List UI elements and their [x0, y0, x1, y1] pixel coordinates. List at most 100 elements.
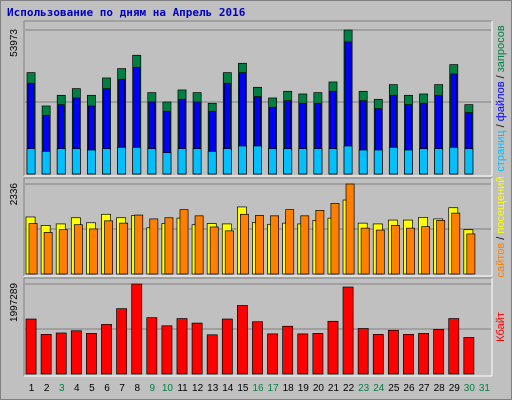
bar-kbytes: [312, 333, 324, 375]
bar-sites: [89, 228, 98, 275]
bar-kbytes: [282, 325, 294, 375]
x-tick-label: 26: [403, 383, 415, 394]
x-tick-label: 24: [373, 383, 385, 394]
bar-sites: [360, 227, 370, 275]
x-tick-label: 6: [104, 383, 110, 394]
x-tick-label: 17: [268, 383, 280, 394]
x-tick-label: 12: [192, 383, 204, 394]
bar-kbytes: [267, 333, 278, 375]
x-tick-label: 16: [252, 383, 264, 394]
bar-kbytes: [146, 317, 158, 375]
bar-pages: [298, 148, 308, 175]
x-tick-label: 30: [464, 383, 476, 394]
bar-kbytes: [403, 333, 414, 375]
bar-sites: [451, 212, 461, 275]
bar-pages: [132, 146, 142, 175]
y-max-label: 2336: [9, 183, 20, 206]
bar-pages: [87, 149, 96, 175]
x-tick-label: 10: [162, 383, 174, 394]
bar-kbytes: [25, 318, 37, 375]
bar-sites: [179, 209, 189, 275]
x-tick-label: 13: [207, 383, 219, 394]
x-tick-label: 5: [89, 383, 95, 394]
bar-kbytes: [116, 308, 128, 375]
bar-kbytes: [86, 333, 97, 375]
bar-sites: [28, 223, 38, 275]
chart-title: Использование по дням на Апрель 2016: [7, 6, 246, 19]
bar-sites: [375, 229, 385, 275]
x-tick-label: 19: [298, 383, 310, 394]
bar-kbytes: [327, 320, 339, 375]
y-axis-label-part: /: [495, 72, 507, 81]
x-tick-label: 27: [419, 383, 431, 394]
bar-kbytes: [221, 318, 233, 375]
x-tick-label: 31: [479, 383, 491, 394]
bar-pages: [283, 148, 293, 175]
bar-kbytes: [418, 333, 429, 375]
y-axis-label-part: сайтов: [495, 243, 507, 278]
y-axis-label-part: /: [495, 121, 507, 130]
bar-kbytes: [372, 333, 384, 375]
x-tick-label: 3: [59, 383, 65, 394]
bar-sites: [73, 224, 83, 275]
bar-kbytes: [101, 324, 112, 375]
bar-pages: [192, 148, 202, 175]
bar-pages: [313, 148, 323, 175]
bar-pages: [449, 146, 459, 175]
bar-sites: [209, 226, 219, 275]
x-tick-label: 11: [177, 383, 188, 394]
bar-sites: [345, 183, 355, 275]
bar-pages: [253, 145, 262, 175]
x-tick-label: 7: [119, 383, 125, 394]
bar-kbytes: [237, 305, 248, 375]
bar-sites: [436, 220, 446, 275]
bar-pages: [177, 148, 187, 175]
bar-pages: [464, 148, 474, 175]
y-axis-label: сайтов / посещений: [495, 177, 507, 278]
bar-pages: [207, 150, 217, 175]
x-tick-label: 18: [283, 383, 295, 394]
bar-kbytes: [252, 321, 263, 375]
bar-sites: [240, 213, 249, 275]
y-axis-label-part: файлов: [495, 81, 507, 121]
x-tick-label: 22: [343, 383, 355, 394]
x-tick-label: 28: [434, 383, 446, 394]
bar-pages: [41, 150, 51, 175]
bar-pages: [343, 145, 353, 175]
bar-kbytes: [357, 328, 369, 375]
bar-kbytes: [448, 318, 460, 375]
bar-pages: [117, 146, 127, 175]
y-axis-label-part: /: [495, 234, 507, 243]
bar-pages: [388, 146, 398, 175]
x-tick-label: 25: [388, 383, 400, 394]
bar-pages: [238, 145, 247, 175]
x-tick-label: 9: [150, 383, 156, 394]
y-axis-label-part: страниц: [495, 130, 507, 172]
x-tick-label: 8: [134, 383, 140, 394]
y-axis-label-part: Кбайт: [495, 312, 507, 342]
y-axis-label-part: запросов: [495, 25, 507, 72]
bar-sites: [315, 210, 325, 275]
x-tick-label: 20: [313, 383, 325, 394]
bar-pages: [102, 148, 111, 175]
bar-pages: [162, 152, 172, 175]
bar-kbytes: [176, 318, 188, 375]
y-axis-label: Кбайт: [495, 312, 507, 342]
x-tick-label: 23: [358, 383, 370, 394]
bar-pages: [268, 148, 277, 175]
y-max-label: 53973: [9, 29, 20, 57]
bar-sites: [224, 230, 234, 275]
bar-pages: [56, 148, 66, 175]
bar-sites: [164, 217, 174, 275]
x-tick-label: 14: [222, 383, 234, 394]
bar-sites: [43, 232, 53, 275]
x-tick-label: 29: [449, 383, 461, 394]
bar-sites: [300, 215, 310, 275]
bar-sites: [330, 203, 340, 275]
x-tick-label: 1: [29, 383, 35, 394]
bar-kbytes: [463, 337, 475, 375]
bar-sites: [390, 225, 400, 275]
bar-sites: [255, 215, 264, 275]
bar-pages: [147, 148, 157, 175]
